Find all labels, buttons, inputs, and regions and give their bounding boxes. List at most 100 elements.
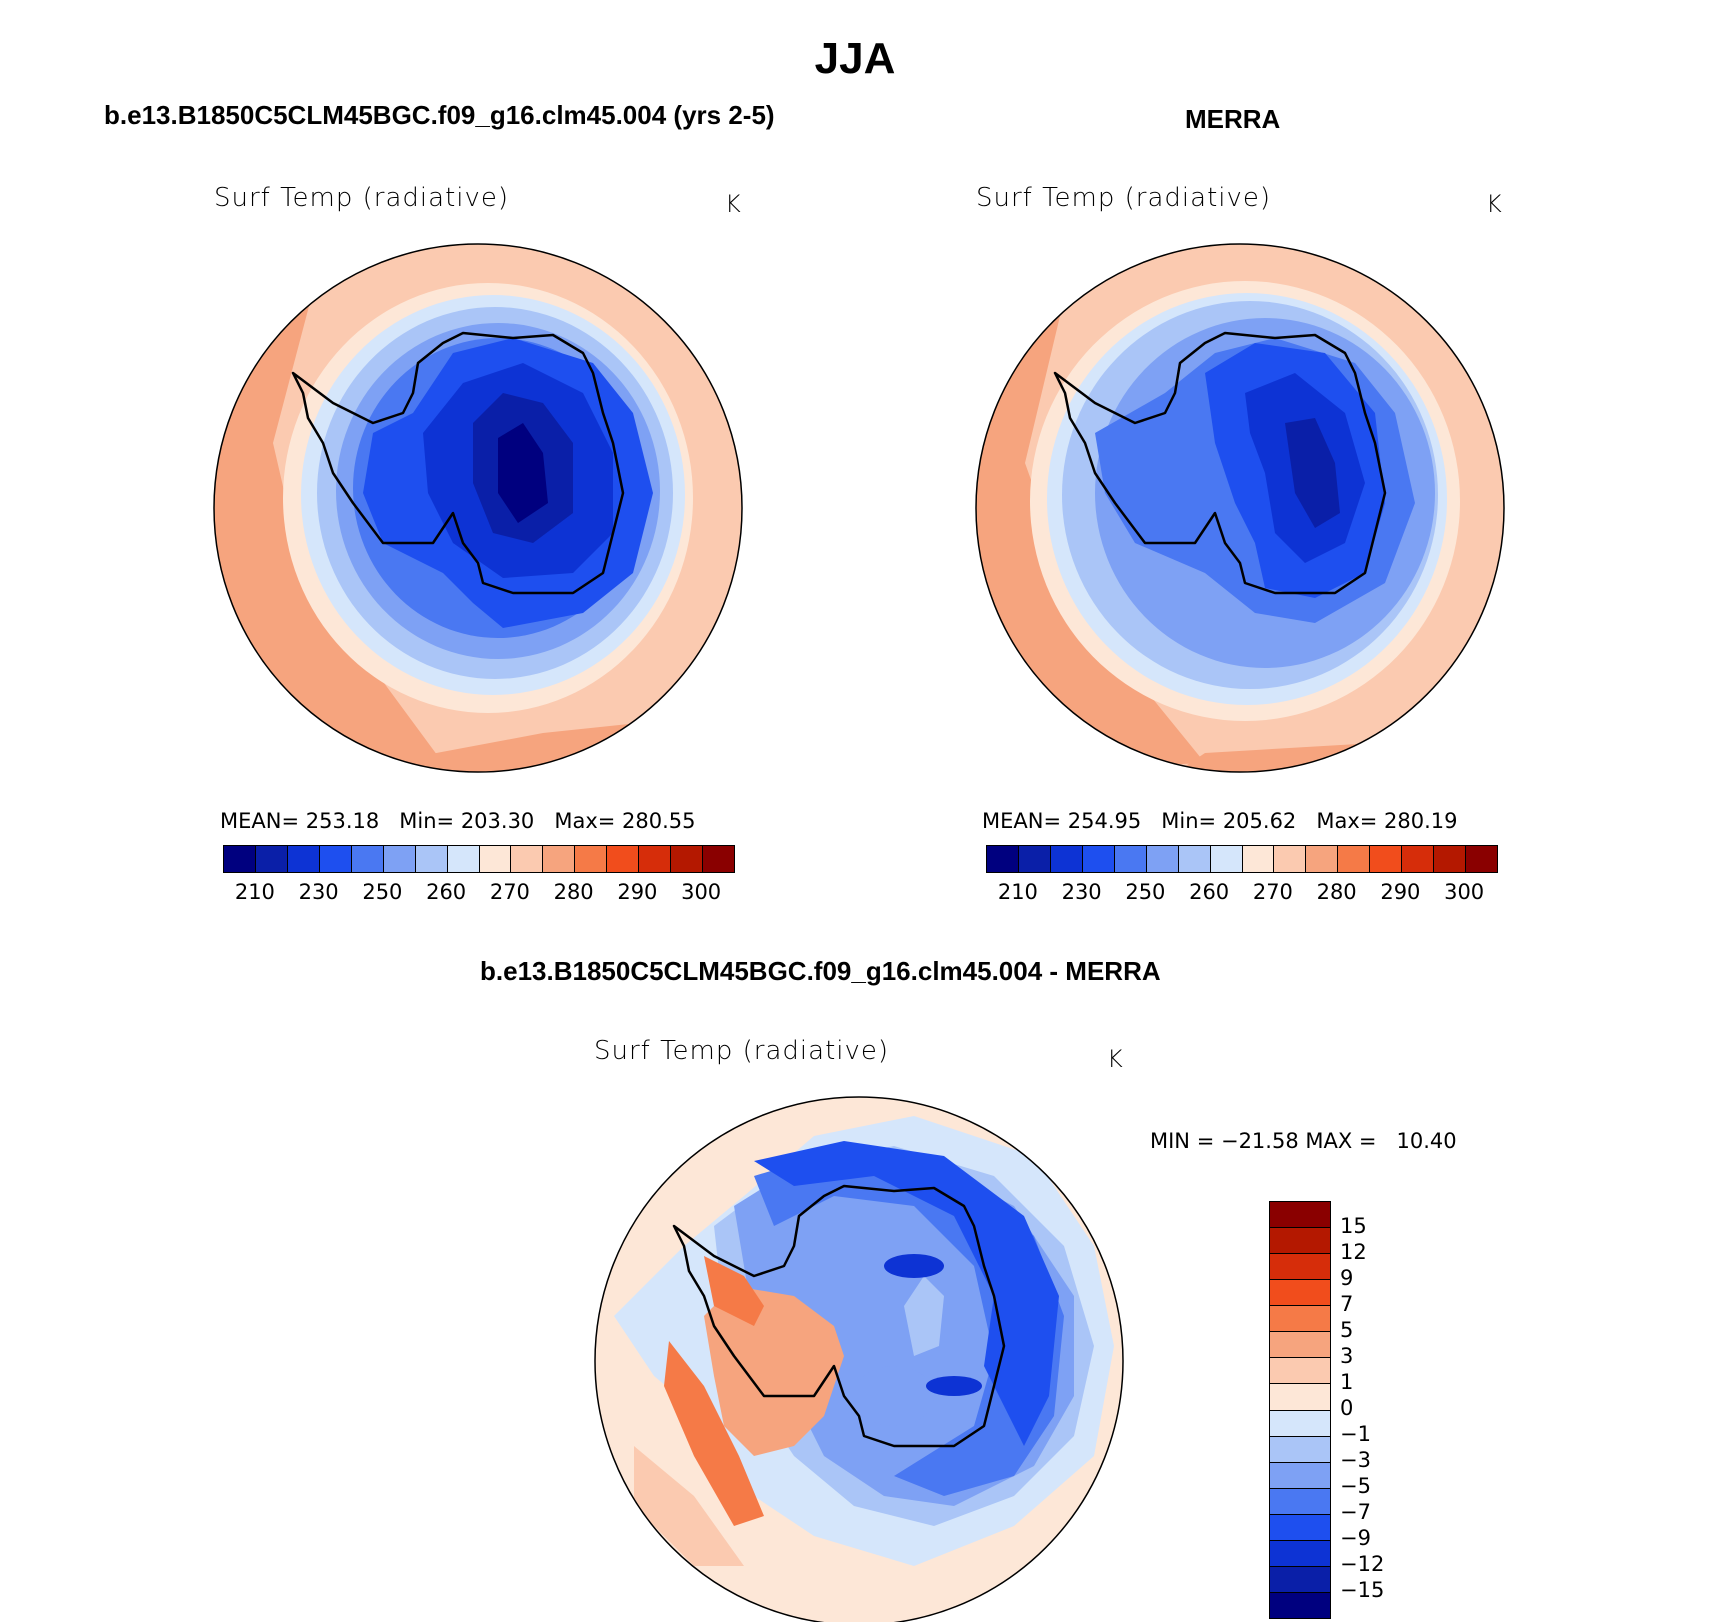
model-colorbar-tick-label: 300: [681, 880, 722, 904]
merra-colorbar-tick-label: 250: [1125, 880, 1166, 904]
merra-colorbar-tick-label: 260: [1189, 880, 1230, 904]
diff-colorbar-segment: [1270, 1461, 1330, 1488]
model-units-label: K: [725, 190, 742, 218]
model-colorbar-segment: [318, 846, 351, 872]
model-colorbar-segment: [224, 846, 255, 872]
diff-colorbar-tick-label: 12: [1340, 1240, 1367, 1264]
model-colorbar-segment: [542, 846, 575, 872]
merra-colorbar-segment: [1049, 846, 1082, 872]
season-title: JJA: [814, 34, 896, 83]
merra-colorbar-segment: [1113, 846, 1146, 872]
merra-colorbar-tick-label: 290: [1380, 880, 1421, 904]
diff-variable-label: Surf Temp (radiative): [594, 1036, 890, 1066]
merra-min-label: Min=: [1161, 809, 1217, 833]
diff-colorbar-segment: [1270, 1227, 1330, 1254]
merra-min-value: 205.62: [1222, 809, 1297, 833]
model-colorbar-segment: [510, 846, 543, 872]
model-colorbar-segment: [350, 846, 383, 872]
model-colorbar-segment: [414, 846, 447, 872]
model-mean-value: 253.18: [305, 809, 380, 833]
merra-colorbar-segment: [987, 846, 1018, 872]
model-max-value: 280.55: [622, 809, 696, 833]
diff-minmax-label: MIN = −21.58 MAX = 10.40: [1150, 1129, 1457, 1153]
diff-colorbar-tick-label: 7: [1340, 1292, 1354, 1316]
merra-stats: MEAN= 254.95 Min= 205.62 Max= 280.19: [982, 809, 1458, 833]
model-colorbar-tick-label: 270: [489, 880, 530, 904]
diff-colorbar-tick-label: −1: [1340, 1422, 1371, 1446]
diff-colorbar-segment: [1270, 1331, 1330, 1358]
model-colorbar-segment: [286, 846, 319, 872]
model-max-label: Max=: [554, 809, 616, 833]
merra-colorbar: [986, 845, 1498, 873]
model-min-label: Min=: [399, 809, 455, 833]
model-variable-label: Surf Temp (radiative): [214, 183, 510, 213]
merra-colorbar-tick-label: 230: [1061, 880, 1102, 904]
merra-mean-value: 254.95: [1067, 809, 1142, 833]
model-panel-title: b.e13.B1850C5CLM45BGC.f09_g16.clm45.004 …: [104, 100, 775, 130]
model-colorbar-segment: [606, 846, 639, 872]
merra-polar-map: [975, 243, 1505, 773]
merra-colorbar-segment: [1273, 846, 1306, 872]
model-colorbar-segment: [254, 846, 287, 872]
model-colorbar-ticks: 210 230 250 260 270 280 290 300: [223, 880, 733, 906]
merra-colorbar-segment: [1465, 846, 1497, 872]
merra-colorbar-segment: [1209, 846, 1242, 872]
diff-colorbar-tick-label: −15: [1340, 1578, 1385, 1602]
diff-colorbar-tick-label: 15: [1340, 1214, 1367, 1238]
model-colorbar-segment: [670, 846, 703, 872]
merra-colorbar-segment: [1081, 846, 1114, 872]
merra-colorbar-tick-label: 300: [1444, 880, 1485, 904]
diff-colorbar-segment: [1270, 1409, 1330, 1436]
merra-units-label: K: [1486, 190, 1503, 218]
merra-mean-label: MEAN=: [982, 809, 1062, 833]
diff-colorbar-segment: [1270, 1253, 1330, 1280]
merra-colorbar-segment: [1433, 846, 1466, 872]
diff-colorbar-tick-label: −3: [1340, 1448, 1371, 1472]
merra-max-value: 280.19: [1384, 809, 1458, 833]
diff-polar-map: [594, 1096, 1124, 1622]
model-colorbar-tick-label: 250: [362, 880, 403, 904]
model-colorbar-segment: [638, 846, 671, 872]
diff-colorbar-ticks: 15 12 9 7 5 3 1 0 −1 −3 −5 −7 −9 −12 −15: [1340, 1201, 1420, 1617]
diff-colorbar-segment: [1270, 1487, 1330, 1514]
merra-colorbar-segment: [1145, 846, 1178, 872]
model-colorbar-tick-label: 290: [617, 880, 658, 904]
merra-colorbar-tick-label: 210: [997, 880, 1038, 904]
model-stats: MEAN= 253.18 Min= 203.30 Max= 280.55: [220, 809, 696, 833]
diff-colorbar-tick-label: 3: [1340, 1344, 1354, 1368]
model-mean-label: MEAN=: [220, 809, 300, 833]
merra-colorbar-segment: [1241, 846, 1274, 872]
merra-colorbar-segment: [1369, 846, 1402, 872]
merra-colorbar-segment: [1177, 846, 1210, 872]
merra-colorbar-ticks: 210 230 250 260 270 280 290 300: [986, 880, 1496, 906]
diff-colorbar-segment: [1270, 1435, 1330, 1462]
diff-colorbar-tick-label: 9: [1340, 1266, 1354, 1290]
diff-colorbar-segment: [1270, 1202, 1330, 1228]
diff-colorbar-segment: [1270, 1357, 1330, 1384]
model-polar-map: [213, 243, 743, 773]
model-colorbar-tick-label: 210: [234, 880, 275, 904]
merra-colorbar-segment: [1337, 846, 1370, 872]
diff-colorbar-tick-label: −7: [1340, 1500, 1371, 1524]
diff-colorbar-tick-label: −5: [1340, 1474, 1371, 1498]
merra-colorbar-tick-label: 270: [1252, 880, 1293, 904]
diff-colorbar-segment: [1270, 1539, 1330, 1566]
merra-colorbar-segment: [1017, 846, 1050, 872]
diff-colorbar-segment: [1270, 1279, 1330, 1306]
merra-max-label: Max=: [1316, 809, 1378, 833]
model-colorbar-segment: [702, 846, 734, 872]
merra-colorbar-tick-label: 280: [1316, 880, 1357, 904]
model-colorbar-tick-label: 280: [553, 880, 594, 904]
merra-variable-label: Surf Temp (radiative): [976, 183, 1272, 213]
diff-colorbar-segment: [1270, 1591, 1330, 1618]
model-colorbar-segment: [574, 846, 607, 872]
model-colorbar-tick-label: 260: [426, 880, 467, 904]
merra-colorbar-segment: [1305, 846, 1338, 872]
diff-colorbar-tick-label: −12: [1340, 1552, 1385, 1576]
model-colorbar: [223, 845, 735, 873]
diff-colorbar-tick-label: 1: [1340, 1370, 1354, 1394]
model-min-value: 203.30: [460, 809, 535, 833]
diff-units-label: K: [1107, 1045, 1124, 1073]
diff-panel-title: b.e13.B1850C5CLM45BGC.f09_g16.clm45.004 …: [480, 956, 1161, 986]
model-colorbar-segment: [446, 846, 479, 872]
